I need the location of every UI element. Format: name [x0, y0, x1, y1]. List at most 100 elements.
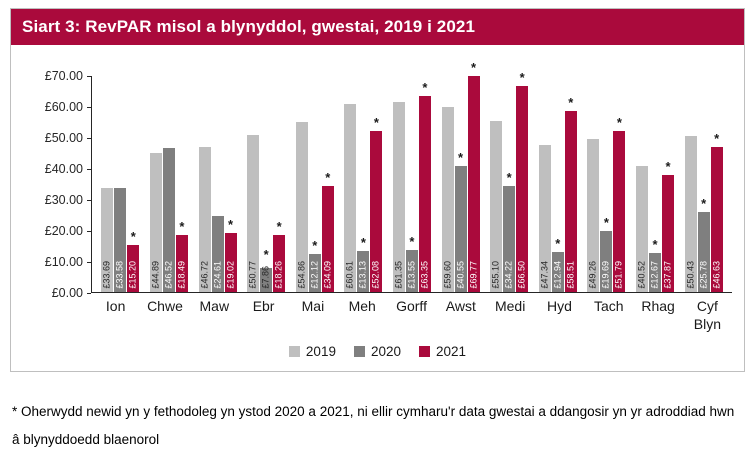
y-tick-label: £0.00: [51, 286, 83, 300]
bar-value-label: £12.12: [309, 261, 320, 289]
y-tick-label: £40.00: [44, 162, 83, 176]
y-tick-label: £20.00: [44, 224, 83, 238]
bar-2021-gorff: £63.35 *: [418, 81, 431, 292]
bar-group-rhag: £40.52 £12.67 * £37.87 *: [631, 76, 680, 292]
bar-2019-meh: £60.61: [344, 104, 357, 292]
bar-2021-ion: £15.20 *: [127, 230, 140, 292]
legend-label-2021: 2021: [436, 344, 467, 359]
bar-2021-tach: £51.79 *: [613, 116, 626, 292]
bar-value-label: £44.89: [150, 261, 161, 289]
y-tick-mark: [87, 262, 91, 263]
methodology-asterisk: *: [312, 238, 318, 254]
bar-2019-rhag: £40.52: [636, 166, 648, 292]
bar-value-label: £46.63: [711, 261, 722, 289]
x-axis-label-maw: Maw: [199, 298, 230, 314]
bar-value-label: £25.78: [698, 261, 709, 289]
bar-2019-chwe: £44.89: [149, 152, 162, 292]
methodology-asterisk: *: [263, 246, 269, 262]
bar-group-maw: £46.72 £24.61 £19.02 *: [193, 76, 242, 292]
bar-group-medi: £55.10 £34.22 * £66.50 *: [485, 71, 534, 292]
bar-value-label: £33.69: [101, 261, 112, 289]
methodology-asterisk: *: [325, 170, 331, 186]
x-axis-label-tach: Tach: [593, 298, 624, 314]
methodology-asterisk: *: [409, 234, 415, 249]
y-tick-label: £10.00: [44, 255, 83, 269]
bar-value-label: £18.49: [176, 261, 187, 289]
bar-value-label: £50.77: [247, 261, 258, 289]
bar-2020-hyd: £12.94 *: [551, 237, 564, 292]
bar-value-label: £52.08: [370, 261, 381, 289]
bar-2019-maw: £46.72: [198, 147, 211, 292]
legend-item-2019: 2019: [288, 344, 336, 359]
bar-value-label: £60.61: [344, 261, 355, 289]
bar-2019-ion: £33.69: [101, 187, 114, 292]
x-axis-label-medi: Medi: [494, 298, 526, 314]
bar-value-label: £12.94: [552, 261, 563, 289]
methodology-asterisk: *: [603, 214, 609, 230]
y-tick-label: £60.00: [44, 100, 83, 114]
x-axis-label-chwe: Chwe: [147, 298, 183, 314]
legend-swatch-2020: [353, 346, 365, 357]
footnote: * Oherwydd newid yn y fethodoleg yn ysto…: [12, 404, 735, 448]
bar-2021-ebr: £18.26 *: [273, 220, 286, 292]
bar-2019-ebr: £50.77: [247, 134, 260, 292]
y-tick-mark: [87, 169, 91, 170]
bar-value-label: £63.35: [419, 261, 430, 289]
methodology-asterisk: *: [555, 235, 561, 251]
methodology-asterisk: *: [506, 169, 512, 185]
x-axis-label-hyd: Hyd: [547, 298, 572, 314]
methodology-asterisk: *: [458, 150, 464, 166]
bar-value-label: £15.20: [127, 261, 138, 289]
bar-group-cyf-blyn: £50.43 £25.78 * £46.63 *: [679, 76, 728, 292]
y-tick-label: £50.00: [44, 131, 83, 145]
chart-plot-region: £0.00 £10.00 £20.00 £30.00 £40.00 £50.00 £60.0…: [11, 48, 744, 300]
bar-2020-mai: £12.12 *: [308, 239, 321, 292]
legend-swatch-2021: [419, 346, 431, 357]
bar-2020-cyf-blyn: £25.78 *: [697, 197, 710, 292]
legend-item-2020: 2020: [353, 344, 401, 359]
methodology-asterisk: *: [701, 196, 707, 212]
bar-2021-rhag: £37.87 *: [662, 160, 674, 292]
bar-2021-medi: £66.50 *: [516, 71, 529, 292]
bar-value-label: £49.26: [587, 261, 598, 289]
bar-group-awst: £59.60 £40.55 * £69.77 *: [436, 61, 485, 292]
bar-2020-ebr: £7.86 *: [260, 248, 273, 292]
x-axis-label-rhag: Rhag: [641, 298, 675, 314]
bar-value-label: £40.52: [636, 261, 647, 289]
bar-2020-rhag: £12.67 *: [649, 238, 661, 292]
chart-title-bar: Siart 3: RevPAR misol a blynyddol, gwest…: [11, 9, 744, 45]
methodology-asterisk: *: [665, 158, 671, 174]
x-axis: Ion Chwe Maw Ebr Mai Meh Gorff Awst Medi Hyd Tach R…: [91, 293, 732, 340]
bar-2019-gorff: £61.35: [392, 101, 405, 292]
methodology-asterisk: *: [360, 235, 366, 251]
bar-value-label: £61.35: [393, 261, 404, 289]
x-axis-label-gorff: Gorff: [396, 298, 427, 314]
y-tick-label: £70.00: [44, 69, 83, 83]
bar-value-label: £59.60: [442, 261, 453, 289]
bar-value-label: £24.61: [212, 261, 223, 289]
y-tick-mark: [87, 293, 91, 294]
bars-container: £33.69 £33.58 £15.20 * £44.89 £46.52 £18.49 * £4…: [92, 61, 732, 292]
methodology-asterisk: *: [714, 131, 720, 147]
bar-value-label: £12.67: [649, 261, 660, 289]
methodology-asterisk: *: [616, 115, 622, 131]
methodology-asterisk: *: [373, 114, 379, 130]
bar-2019-medi: £55.10: [490, 121, 503, 292]
bar-value-label: £66.50: [516, 261, 527, 289]
methodology-asterisk: *: [130, 228, 136, 244]
bar-value-label: £34.22: [503, 261, 514, 289]
bar-2019-mai: £54.86: [295, 121, 308, 292]
bar-2021-cyf-blyn: £46.63 *: [710, 132, 723, 292]
x-axis-label-ion: Ion: [105, 298, 126, 314]
bar-value-label: £13.13: [357, 261, 368, 289]
bar-2021-maw: £19.02 *: [224, 218, 237, 292]
bar-value-label: £69.77: [468, 261, 479, 289]
y-tick-mark: [87, 76, 91, 77]
bar-value-label: £19.69: [600, 261, 611, 289]
bar-2020-tach: £19.69 *: [600, 216, 613, 292]
bar-2020-maw: £24.61: [211, 215, 224, 292]
bar-value-label: £46.72: [199, 261, 210, 289]
x-axis-label-mai: Mai: [301, 298, 325, 314]
x-axis-label-awst: Awst: [445, 298, 476, 314]
bar-group-ion: £33.69 £33.58 £15.20 *: [96, 76, 145, 292]
